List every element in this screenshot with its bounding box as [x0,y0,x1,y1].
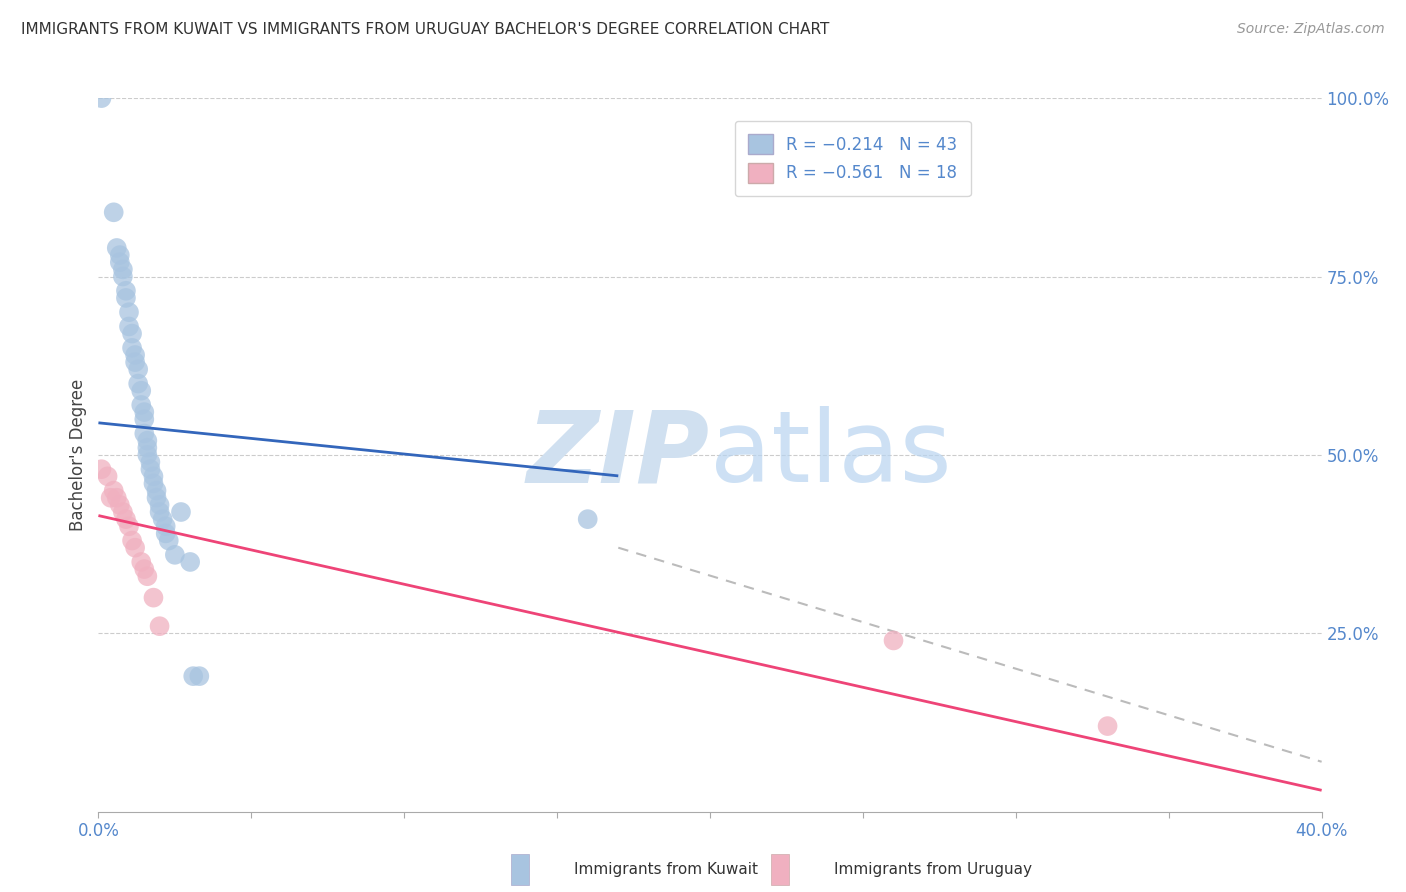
Point [576,512,599,526]
Point [136,448,159,462]
Point [97,469,120,483]
Point [149,619,172,633]
Point [145,491,167,505]
Point [136,569,159,583]
Point [134,562,156,576]
Point [136,441,159,455]
Point [124,348,146,362]
Point [108,255,131,269]
Point [139,455,162,469]
Point [105,241,128,255]
Point [118,305,141,319]
Point [129,398,152,412]
Point [142,591,165,605]
Point [134,412,156,426]
Text: ZIP: ZIP [527,407,710,503]
Point [127,376,149,391]
Point [142,469,165,483]
Point [134,405,156,419]
Point [149,505,172,519]
Point [149,498,172,512]
Point [142,476,165,491]
Point [121,533,143,548]
Point [157,533,180,548]
Point [124,541,146,555]
Text: Immigrants from Uruguay: Immigrants from Uruguay [834,863,1032,877]
Point [100,491,122,505]
Point [111,262,134,277]
Point [90,91,112,105]
Point [121,326,143,341]
Point [115,284,138,298]
Point [1097,719,1119,733]
Point [179,555,201,569]
Point [129,555,152,569]
Text: Source: ZipAtlas.com: Source: ZipAtlas.com [1237,22,1385,37]
Point [188,669,211,683]
Legend: R = −0.214   N = 43, R = −0.561   N = 18: R = −0.214 N = 43, R = −0.561 N = 18 [735,120,970,196]
Point [108,248,131,262]
Point [90,462,112,476]
Point [883,633,905,648]
Point [152,512,174,526]
Point [121,341,143,355]
Point [105,491,128,505]
Point [115,512,138,526]
Point [163,548,186,562]
Point [139,462,162,476]
Point [118,519,141,533]
Point [118,319,141,334]
Point [170,505,193,519]
Point [155,526,177,541]
Point [136,434,159,448]
Text: atlas: atlas [710,407,952,503]
Point [129,384,152,398]
Text: IMMIGRANTS FROM KUWAIT VS IMMIGRANTS FROM URUGUAY BACHELOR'S DEGREE CORRELATION : IMMIGRANTS FROM KUWAIT VS IMMIGRANTS FRO… [21,22,830,37]
Point [134,426,156,441]
Point [181,669,204,683]
Point [103,205,125,219]
Y-axis label: Bachelor's Degree: Bachelor's Degree [69,379,87,531]
Point [155,519,177,533]
Point [108,498,131,512]
Point [115,291,138,305]
Point [111,505,134,519]
Point [145,483,167,498]
Point [127,362,149,376]
Text: Immigrants from Kuwait: Immigrants from Kuwait [574,863,758,877]
Point [103,483,125,498]
Point [111,269,134,284]
Point [124,355,146,369]
